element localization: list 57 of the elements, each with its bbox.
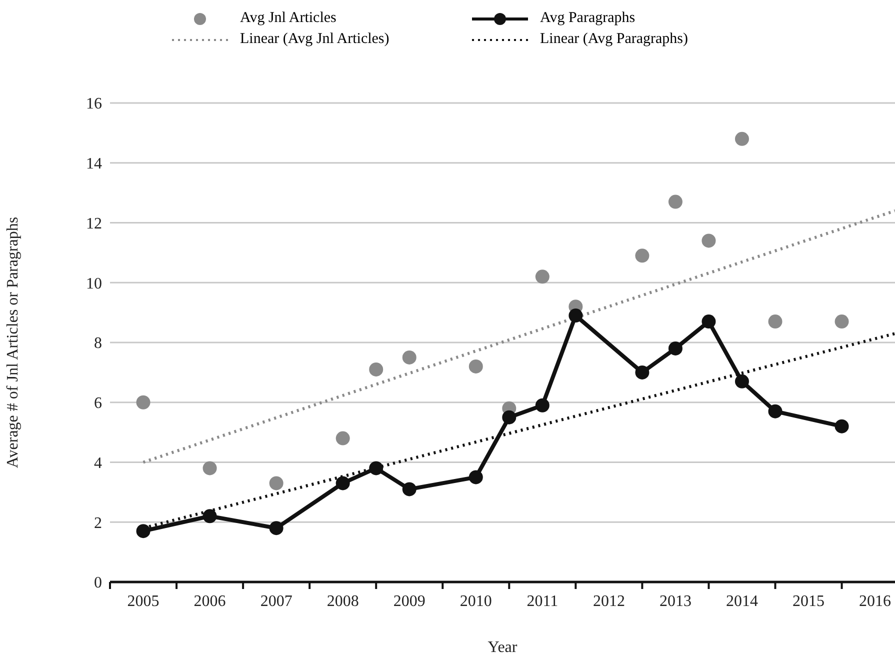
- point: [202, 461, 217, 476]
- x-tick-label: 2013: [659, 593, 692, 610]
- x-tick-label: 2016: [859, 593, 892, 610]
- x-tick-label: 2007: [260, 593, 292, 610]
- point: [136, 524, 150, 538]
- point: [336, 476, 350, 490]
- x-tick-label: 2014: [726, 593, 758, 610]
- point: [136, 395, 150, 410]
- x-tick-label: 2011: [526, 593, 558, 610]
- point: [402, 482, 416, 496]
- point: [336, 431, 350, 446]
- y-tick-label: 8: [94, 335, 102, 352]
- x-tick-label: 2005: [127, 593, 160, 610]
- legend-label: Linear (Avg Jnl Articles): [240, 31, 390, 48]
- point: [702, 234, 716, 248]
- point: [668, 194, 682, 209]
- point: [702, 314, 716, 329]
- point: [635, 365, 650, 380]
- legend-label: Linear (Avg Paragraphs): [540, 31, 688, 48]
- point: [734, 374, 749, 388]
- legend-label: Avg Paragraphs: [540, 10, 636, 27]
- point: [468, 470, 483, 484]
- y-axis-title: Average # of Jnl Articles or Paragraphs: [4, 216, 22, 468]
- point: [834, 314, 849, 329]
- point: [568, 308, 583, 323]
- point: [535, 270, 550, 284]
- point: [768, 404, 782, 418]
- y-tick-label: 10: [86, 275, 102, 292]
- y-tick-label: 12: [86, 215, 102, 232]
- legend-label: Avg Jnl Articles: [240, 10, 336, 27]
- point: [369, 362, 384, 376]
- point: [468, 359, 483, 374]
- point: [768, 314, 782, 329]
- x-tick-label: 2012: [592, 593, 625, 610]
- x-tick-label: 2009: [393, 593, 426, 610]
- point: [668, 341, 682, 356]
- point: [502, 410, 516, 424]
- point: [369, 461, 384, 476]
- point: [269, 521, 284, 536]
- x-tick-label: 2006: [194, 593, 226, 610]
- point: [834, 419, 849, 434]
- x-tick-label: 2010: [460, 593, 492, 610]
- y-tick-label: 4: [94, 454, 102, 472]
- y-tick-label: 16: [86, 96, 102, 113]
- point: [734, 132, 749, 146]
- point: [402, 350, 416, 364]
- y-tick-label: 2: [94, 514, 102, 532]
- y-tick-label: 0: [94, 574, 102, 592]
- point: [269, 476, 284, 490]
- point: [635, 248, 650, 263]
- y-tick-label: 14: [86, 156, 102, 173]
- x-tick-label: 2015: [792, 593, 825, 610]
- point: [535, 398, 550, 412]
- y-tick-label: 6: [94, 395, 102, 412]
- point: [202, 509, 217, 524]
- x-axis-title: Year: [488, 639, 518, 656]
- x-tick-label: 2008: [326, 593, 359, 610]
